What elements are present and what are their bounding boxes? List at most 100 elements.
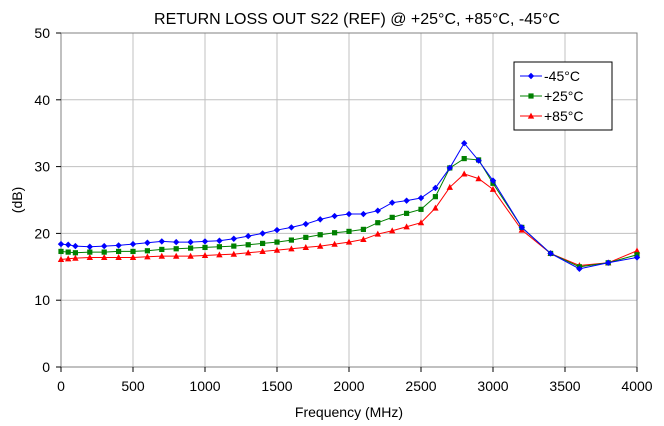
- data-point: [403, 223, 410, 230]
- data-point: [86, 243, 93, 250]
- legend-item: +85°C: [520, 108, 583, 124]
- y-tick-label: 30: [34, 159, 50, 175]
- series-0: [57, 140, 641, 273]
- data-point: [374, 207, 381, 214]
- data-point: [547, 250, 554, 257]
- data-point: [245, 249, 252, 256]
- data-point: [144, 248, 150, 254]
- data-point: [633, 254, 641, 261]
- data-point: [375, 220, 381, 226]
- data-point: [417, 194, 425, 202]
- data-point: [489, 177, 497, 184]
- series-2: [57, 170, 641, 269]
- data-point: [187, 238, 194, 246]
- data-point: [404, 210, 410, 216]
- data-point: [446, 164, 453, 172]
- data-point: [288, 245, 295, 252]
- data-point: [159, 246, 165, 253]
- y-tick-label: 0: [42, 359, 50, 375]
- data-point: [273, 246, 281, 253]
- data-point: [345, 238, 353, 245]
- legend-marker: [527, 112, 535, 119]
- data-point: [461, 155, 467, 162]
- data-point: [633, 247, 641, 254]
- y-tick-label: 20: [34, 225, 50, 241]
- data-point: [259, 230, 266, 237]
- data-point: [173, 252, 180, 259]
- legend-label: -45°C: [544, 68, 580, 84]
- data-point: [86, 254, 93, 261]
- y-axis: 0 10 20 30 40 50: [34, 25, 61, 375]
- data-point: [432, 194, 438, 200]
- x-tick-label: 2500: [405, 378, 436, 394]
- x-tick-label: 1000: [189, 378, 220, 394]
- legend-label: +85°C: [544, 108, 583, 124]
- data-point: [389, 214, 395, 220]
- data-point: [158, 238, 165, 245]
- data-point: [116, 248, 122, 255]
- y-tick-label: 50: [34, 25, 50, 41]
- data-point: [274, 239, 280, 245]
- y-axis-title: (dB): [9, 187, 25, 213]
- data-point: [332, 230, 338, 236]
- x-tick-label: 4000: [621, 378, 652, 394]
- data-point: [461, 170, 468, 177]
- data-point: [432, 184, 439, 192]
- data-point: [173, 238, 180, 246]
- x-tick-label: 3500: [549, 378, 580, 394]
- data-point: [216, 251, 223, 258]
- data-point: [360, 210, 367, 218]
- data-point: [489, 185, 497, 192]
- data-point: [101, 242, 108, 250]
- data-point: [331, 212, 338, 220]
- chart-title: RETURN LOSS OUT S22 (REF) @ +25°C, +85°C…: [154, 11, 560, 28]
- x-axis-title: Frequency (MHz): [295, 404, 403, 420]
- data-point: [72, 250, 78, 256]
- data-point: [303, 234, 309, 241]
- data-point: [173, 246, 179, 252]
- data-point: [230, 250, 237, 257]
- data-point: [302, 244, 309, 251]
- data-point: [259, 248, 266, 255]
- data-point: [418, 206, 424, 212]
- data-point: [115, 242, 122, 249]
- data-point: [288, 224, 295, 231]
- data-point: [403, 197, 410, 204]
- data-point: [245, 232, 252, 240]
- legend-marker: [528, 93, 534, 99]
- data-point: [432, 204, 439, 211]
- data-point: [475, 157, 482, 164]
- data-point: [461, 140, 468, 147]
- y-tick-label: 40: [34, 92, 50, 108]
- data-point: [58, 248, 64, 255]
- data-point: [65, 255, 72, 262]
- data-point: [188, 245, 194, 251]
- data-point: [129, 254, 137, 261]
- data-point: [331, 240, 338, 247]
- data-point: [57, 256, 65, 263]
- data-point: [374, 230, 381, 237]
- data-point: [216, 244, 222, 250]
- data-point: [260, 240, 266, 247]
- data-point: [360, 226, 366, 232]
- data-point: [273, 226, 281, 234]
- x-tick-label: 1500: [261, 378, 292, 394]
- data-point: [245, 242, 251, 248]
- data-point: [518, 224, 525, 231]
- data-point: [129, 240, 137, 248]
- data-point: [201, 238, 209, 245]
- data-point: [389, 227, 396, 234]
- data-point: [187, 252, 194, 259]
- data-point: [72, 242, 79, 250]
- data-point: [302, 220, 309, 228]
- x-tick-label: 2000: [333, 378, 364, 394]
- data-point: [201, 252, 209, 259]
- data-point: [144, 253, 151, 260]
- legend: -45°C +25°C +85°C: [513, 61, 613, 131]
- y-tick-label: 10: [34, 292, 50, 308]
- x-tick-label: 500: [121, 378, 145, 394]
- legend-item: -45°C: [520, 68, 580, 84]
- data-point: [65, 249, 71, 255]
- data-point: [72, 254, 79, 261]
- data-point: [87, 249, 93, 255]
